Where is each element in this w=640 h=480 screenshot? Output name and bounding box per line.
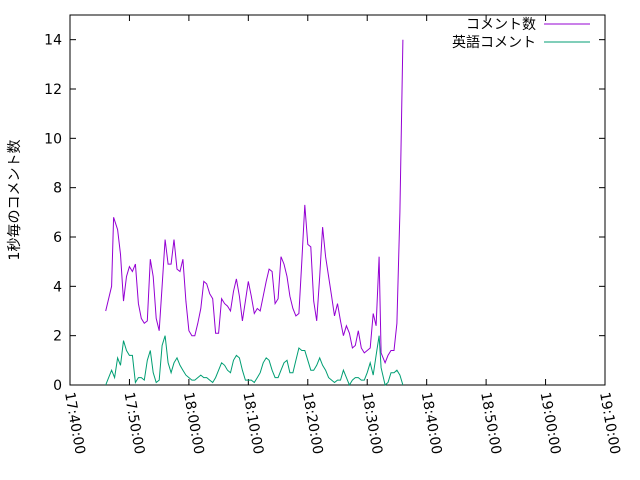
- axes: 0 2 4 6 8 10 12 14 17:40:00 17:50:00 18:00:00 18:10…: [44, 14, 623, 456]
- series-line: [105, 39, 404, 365]
- y-tick-label: 10: [44, 131, 62, 147]
- y-tick-label: 12: [44, 82, 62, 98]
- y-tick-label: 2: [53, 329, 62, 345]
- y-tick-label: 8: [53, 181, 62, 197]
- y-tick-label: 14: [44, 33, 62, 49]
- x-tick-label: 17:50:00: [121, 391, 148, 456]
- x-tick-label: 18:00:00: [180, 391, 207, 456]
- x-tick-label: 19:00:00: [537, 391, 564, 456]
- x-tick-label: 17:40:00: [61, 391, 88, 456]
- x-tick-label: 18:20:00: [299, 391, 326, 456]
- y-axis-label: 1秒毎のコメント数: [7, 140, 23, 261]
- x-tick-label: 18:50:00: [477, 391, 504, 456]
- x-tick-label: 18:40:00: [418, 391, 445, 456]
- y-tick-label: 4: [53, 279, 62, 295]
- x-tick-label: 19:10:00: [596, 391, 623, 456]
- series-lines: [105, 39, 404, 387]
- series-line: [105, 335, 404, 387]
- x-tick-label: 18:10:00: [239, 391, 266, 456]
- x-tick-label: 18:30:00: [358, 391, 385, 456]
- y-tick-label: 0: [53, 378, 62, 394]
- plot-frame: [69, 14, 606, 386]
- y-tick-label: 6: [53, 230, 62, 246]
- legend-label: 英語コメント: [452, 34, 536, 51]
- legend-label: コメント数: [466, 17, 536, 33]
